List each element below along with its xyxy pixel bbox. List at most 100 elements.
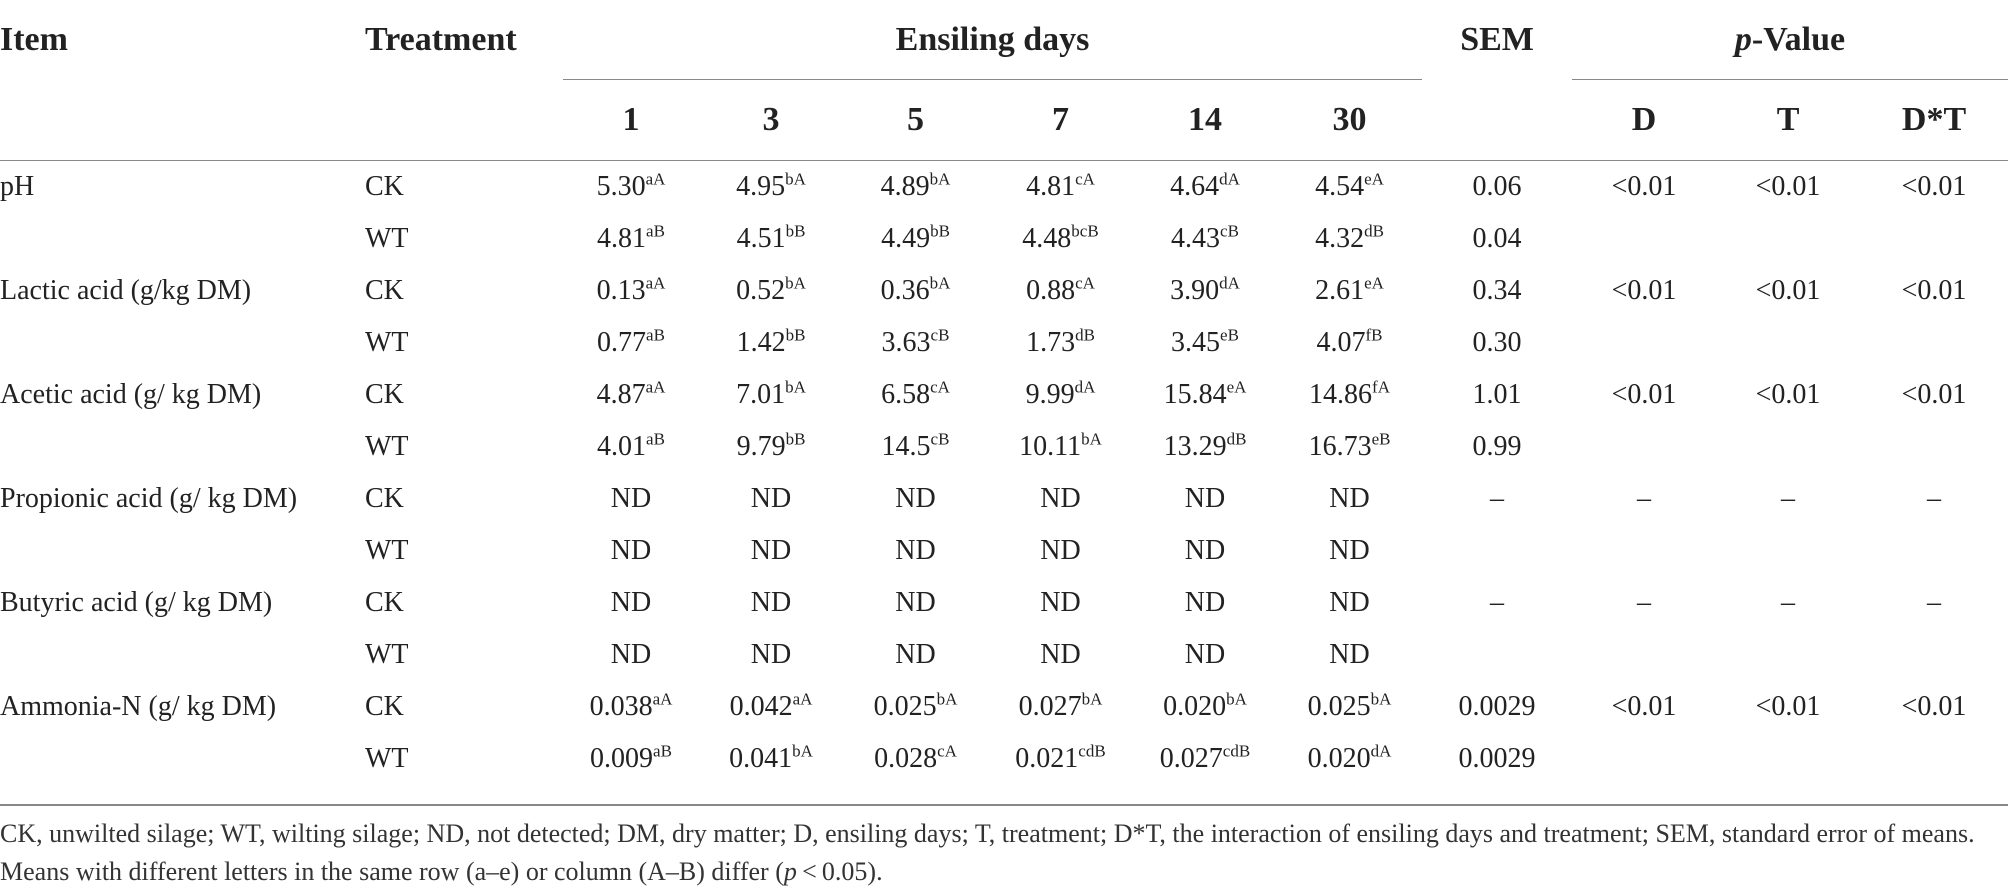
cell-item	[0, 421, 365, 473]
value-superscript: dA	[1370, 741, 1392, 761]
cell-sem: –	[1490, 483, 1505, 514]
cell-sem: 0.06	[1472, 171, 1522, 202]
cell-value: ND	[988, 629, 1133, 681]
value-superscript: bA	[785, 377, 806, 397]
cell-value: 7.01bA	[699, 369, 843, 421]
cell-p-value	[1860, 421, 2008, 473]
value-superscript: bA	[929, 273, 951, 293]
cell-value: 4.81cA	[988, 161, 1133, 214]
header-row-sub: 1 3 5 7 14 30 D T D*T	[0, 80, 2008, 161]
value-number: 10.11	[1019, 431, 1082, 462]
cell-treatment: CK	[365, 171, 404, 202]
header-treatment: Treatment	[365, 21, 517, 58]
cell-value: 3.63cB	[843, 317, 988, 369]
cell-value: ND	[1133, 629, 1277, 681]
cell-value: 1.73dB	[988, 317, 1133, 369]
value-number: 9.79	[736, 431, 786, 462]
header-empty-item	[0, 80, 365, 161]
header-day: 14	[1133, 80, 1277, 161]
cell-item	[0, 317, 365, 369]
value-number: 0.025	[1307, 691, 1371, 722]
value-number: 0.009	[590, 743, 654, 774]
value-number: 4.07	[1316, 327, 1366, 358]
value-superscript: aB	[646, 221, 665, 241]
value-superscript: dB	[1075, 325, 1095, 345]
value-number: 0.36	[880, 275, 930, 306]
cell-value: 3.90dA	[1133, 265, 1277, 317]
value-superscript: bB	[785, 325, 806, 345]
cell-treatment: CK	[365, 275, 404, 306]
cell-p-value	[1572, 525, 1716, 577]
footnote-p: p	[783, 857, 797, 886]
cell-value: ND	[988, 577, 1133, 629]
cell-value: ND	[699, 629, 843, 681]
header-row-top: Item Treatment Ensiling days SEM p-Value	[0, 0, 2008, 80]
value-superscript: cB	[930, 325, 950, 345]
header-p-value: p-Value	[1572, 0, 2008, 80]
cell-value: 2.61eA	[1277, 265, 1422, 317]
value-superscript: bA	[1370, 689, 1392, 709]
value-number: 4.54	[1315, 171, 1365, 202]
cell-value: 0.038aA	[563, 681, 699, 733]
value-number: 0.027	[1159, 743, 1223, 774]
value-number: 0.52	[736, 275, 786, 306]
cell-treatment: CK	[365, 691, 404, 722]
cell-treatment: WT	[365, 431, 409, 462]
footnote-text-end: < 0.05).	[796, 857, 883, 886]
table-row: WT 0.009aB 0.041bA 0.028cA 0.021cdB 0.027cdB 0…	[0, 733, 2008, 785]
cell-sem	[1422, 525, 1572, 577]
value-number: ND	[1184, 535, 1226, 566]
header-empty-treatment	[365, 80, 563, 161]
cell-sem	[1422, 629, 1572, 681]
footnote: CK, unwilted silage; WT, wilting silage;…	[0, 815, 1990, 891]
cell-value: ND	[699, 577, 843, 629]
table-row: WT 0.77aB 1.42bB 3.63cB 1.73dB 3.45eB 4.07fB 0.…	[0, 317, 2008, 369]
value-number: 4.89	[880, 171, 930, 202]
cell-value: ND	[1133, 473, 1277, 525]
header-sem: SEM	[1460, 21, 1534, 58]
cell-treatment: CK	[365, 483, 404, 514]
value-superscript: bB	[930, 221, 950, 241]
cell-value: ND	[563, 473, 699, 525]
cell-p-value	[1572, 213, 1716, 265]
value-superscript: aB	[646, 325, 665, 345]
value-number: 16.73	[1308, 431, 1372, 462]
value-superscript: cA	[1075, 273, 1095, 293]
header-ensiling-days: Ensiling days	[563, 0, 1423, 80]
cell-value: 4.51bB	[699, 213, 843, 265]
cell-p-value	[1860, 213, 2008, 265]
value-number: ND	[610, 639, 652, 670]
cell-value: 4.49bB	[843, 213, 988, 265]
value-number: 4.64	[1170, 171, 1220, 202]
cell-value: 14.86fA	[1277, 369, 1422, 421]
cell-value: 4.32dB	[1277, 213, 1422, 265]
cell-value: 0.009aB	[563, 733, 699, 785]
cell-p-value: <0.01	[1901, 379, 1967, 410]
cell-value: 0.36bA	[843, 265, 988, 317]
cell-item: Acetic acid (g/ kg DM)	[0, 379, 262, 410]
value-number: ND	[750, 587, 792, 618]
value-number: ND	[895, 587, 936, 618]
value-superscript: bA	[936, 689, 958, 709]
footnote-text: CK, unwilted silage; WT, wilting silage;…	[0, 819, 1975, 886]
cell-value: 0.13aA	[563, 265, 699, 317]
value-superscript: aA	[645, 273, 666, 293]
table-row: pH CK 5.30aA 4.95bA 4.89bA 4.81cA 4.64dA 4.54eA…	[0, 161, 2008, 214]
value-number: 4.87	[596, 379, 646, 410]
value-number: 0.020	[1307, 743, 1371, 774]
table-row: Propionic acid (g/ kg DM) CK ND ND ND ND ND ND –…	[0, 473, 2008, 525]
value-superscript: bB	[785, 221, 806, 241]
cell-p-value: <0.01	[1611, 691, 1677, 722]
cell-value: ND	[563, 629, 699, 681]
bottom-rule	[0, 804, 2008, 806]
cell-p-value	[1860, 525, 2008, 577]
cell-value: 0.020bA	[1133, 681, 1277, 733]
value-number: 9.99	[1025, 379, 1075, 410]
value-number: 4.95	[736, 171, 786, 202]
cell-value: 0.042aA	[699, 681, 843, 733]
cell-treatment: WT	[365, 639, 409, 670]
cell-value: 0.77aB	[563, 317, 699, 369]
value-superscript: cB	[930, 429, 950, 449]
cell-p-value	[1860, 317, 2008, 369]
value-number: 0.77	[597, 327, 647, 358]
